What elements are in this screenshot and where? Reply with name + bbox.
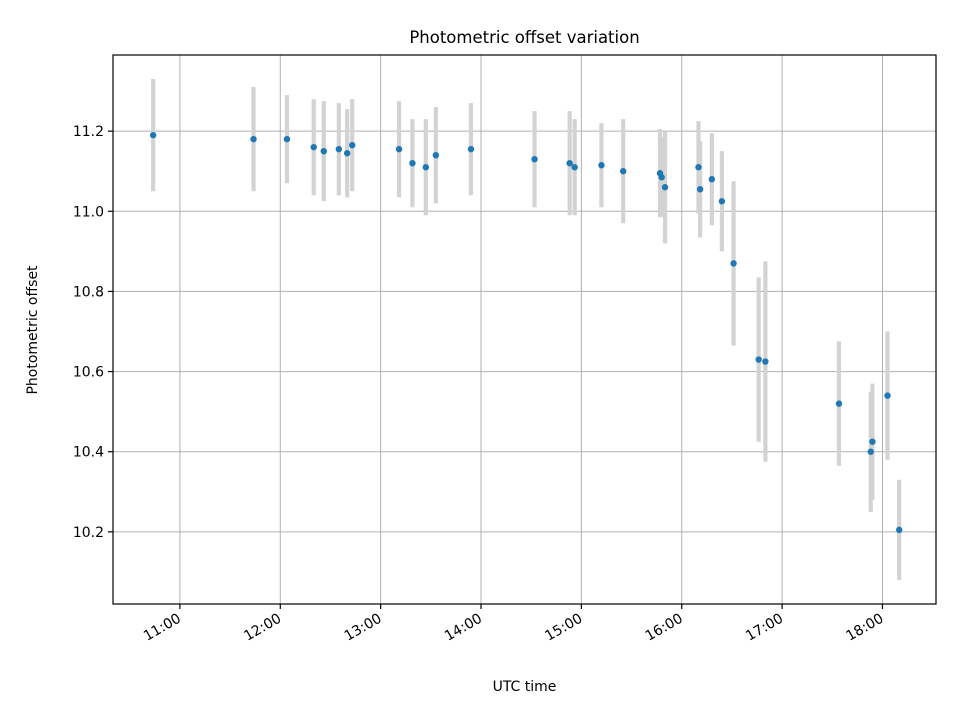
data-point xyxy=(695,164,702,171)
data-point xyxy=(661,184,669,191)
data-point xyxy=(335,145,343,153)
chart-title: Photometric offset variation xyxy=(409,28,639,47)
data-point xyxy=(867,448,874,455)
data-point xyxy=(869,438,876,445)
data-point xyxy=(619,168,627,175)
grid-lines xyxy=(113,55,936,604)
data-point xyxy=(835,400,843,407)
error-bars xyxy=(151,79,902,580)
y-tick-label: 11.2 xyxy=(73,124,104,140)
y-axis-ticks: 10.2 10.4 10.6 10.8 11.0 11.2 xyxy=(73,124,113,541)
data-point xyxy=(895,526,903,534)
y-tick-label: 10.6 xyxy=(73,365,104,381)
plot-frame xyxy=(112,54,937,605)
x-tick-label: 15:00 xyxy=(542,611,585,645)
data-point xyxy=(884,392,891,399)
data-point xyxy=(755,356,762,363)
y-tick-label: 10.4 xyxy=(73,445,104,461)
data-point xyxy=(432,151,440,159)
data-points xyxy=(149,131,903,534)
x-axis-ticks: 11:00 12:00 13:00 14:00 15:00 16:00 17:00 18:00 xyxy=(141,604,887,645)
data-point xyxy=(250,135,257,143)
data-point xyxy=(696,186,704,193)
data-point xyxy=(566,159,573,167)
data-point xyxy=(762,358,769,365)
data-point xyxy=(409,159,416,167)
x-tick-label: 14:00 xyxy=(442,611,485,645)
x-tick-label: 11:00 xyxy=(141,611,184,645)
data-point xyxy=(349,141,356,149)
data-point xyxy=(422,164,430,171)
data-point xyxy=(658,174,665,181)
x-tick-label: 18:00 xyxy=(844,611,887,645)
data-point xyxy=(708,176,716,183)
y-tick-label: 10.2 xyxy=(73,525,104,541)
y-tick-label: 10.8 xyxy=(73,284,104,300)
x-tick-label: 17:00 xyxy=(743,611,786,645)
data-point xyxy=(149,131,157,139)
data-point xyxy=(531,155,538,163)
y-tick-label: 11.0 xyxy=(73,204,104,220)
x-tick-label: 12:00 xyxy=(241,611,284,645)
x-tick-label: 13:00 xyxy=(342,611,385,645)
data-point xyxy=(320,147,327,155)
x-axis-label: UTC time xyxy=(493,679,557,695)
data-point xyxy=(571,164,578,171)
y-axis-label: Photometric offset xyxy=(25,265,41,395)
data-point xyxy=(283,135,291,143)
x-tick-label: 16:00 xyxy=(643,611,686,645)
data-point xyxy=(598,162,605,169)
data-point xyxy=(343,149,351,157)
data-point xyxy=(730,260,737,267)
data-point xyxy=(718,198,726,205)
data-point xyxy=(467,145,475,153)
data-point xyxy=(310,143,317,151)
data-point xyxy=(395,145,403,153)
